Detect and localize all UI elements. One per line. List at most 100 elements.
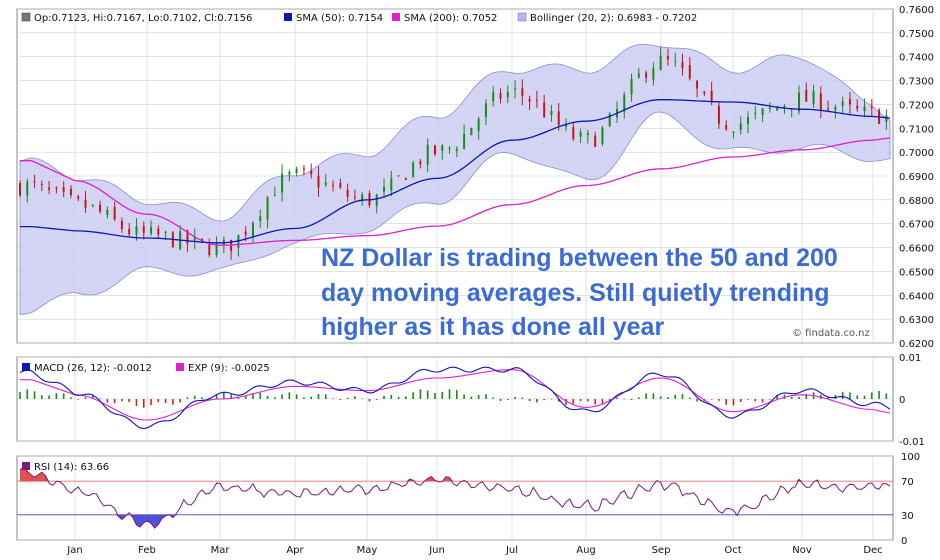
macd-histogram-bar [725,399,727,405]
macd-histogram-bar [557,399,560,402]
macd-histogram-bar [463,394,465,399]
annotation-line-2: day moving averages. Still quietly trend… [321,279,829,307]
macd-histogram-bar [186,397,189,399]
macd-histogram-bar [426,390,429,399]
macd-histogram-bar [33,391,36,399]
macd-histogram-bar [601,399,604,405]
candle-body [69,188,72,196]
macd-histogram-bar [405,396,407,399]
candle-body [674,61,677,63]
candle-body [543,102,546,118]
candle-body [579,131,582,137]
macd-histogram-bar [769,399,771,400]
macd-histogram-bar [375,399,378,400]
candle-body [135,226,138,235]
month-tick-label: May [357,545,378,556]
macd-histogram-bar [608,399,611,401]
candle-body [725,124,728,129]
month-tick-label: Sep [652,545,671,556]
macd-histogram-bar [681,394,684,399]
annotation-line-3: higher as it has done all year [321,313,664,341]
candle-body [404,178,407,180]
macd-histogram-bar [135,399,138,406]
macd-histogram-bar [92,395,94,399]
candle-body [797,92,800,112]
price-tick-label: 0.7100 [899,124,934,135]
macd-histogram-bar [841,391,844,399]
candle-body [84,199,87,208]
candle-body [412,162,415,177]
macd-histogram-bar [113,399,116,404]
macd-histogram-bar [492,397,495,399]
legend-swatch-sma50 [284,13,292,21]
candle-body [666,56,669,60]
candle-body [608,113,611,127]
candle-body [477,118,480,131]
price-tick-label: 0.6500 [899,267,934,278]
macd-histogram-bar [536,399,538,403]
month-tick-label: Feb [138,545,156,556]
candle-body [834,106,837,111]
macd-histogram-bar [652,393,655,399]
candle-body [499,93,502,99]
macd-histogram-bar [77,399,80,400]
candle-body [550,110,553,115]
macd-histogram-bar [106,399,109,403]
macd-histogram-bar [164,399,167,404]
candle-body [353,196,356,198]
macd-histogram-bar [142,399,145,408]
candle-body [55,187,58,189]
macd-tick-label: 0 [899,395,905,406]
candle-body [484,103,487,117]
macd-histogram-bar [274,397,276,399]
candle-body [630,79,633,95]
price-legend: Op:0.7123, Hi:0.7167, Lo:0.7102, Cl:0.71… [21,12,697,24]
macd-histogram-bar [856,395,859,399]
macd-histogram-bar [70,397,72,399]
macd-histogram-bar [223,392,225,399]
candle-body [506,91,509,98]
macd-histogram-bar [179,399,181,403]
candle-body [732,132,735,134]
candle-body [426,144,429,165]
candle-body [455,148,458,151]
macd-plot [19,366,891,430]
macd-histogram-bar [528,399,531,402]
candle-body [390,178,393,191]
candle-body [739,123,742,130]
macd-histogram-bar [885,393,888,399]
candle-body [601,127,604,145]
sma200-line [20,137,891,246]
candle-body [288,171,291,175]
candle-body [870,106,873,108]
candle-body [433,145,436,155]
candle-body [113,206,116,220]
macd-histogram-bar [499,399,502,401]
price-tick-label: 0.6800 [899,196,934,207]
macd-histogram-bar [244,396,247,399]
macd-histogram-bar [332,398,334,399]
macd-histogram-bar [201,397,203,399]
macd-histogram-bar [659,396,662,399]
candle-body [361,194,364,201]
candle-body [106,209,109,216]
macd-histogram-bar [441,391,444,399]
macd-histogram-bar [230,394,232,399]
macd-histogram-bar [361,398,363,400]
macd-grid [17,356,893,442]
macd-histogram-bar [630,399,633,401]
candle-body [40,184,43,186]
macd-tick-label: 0.01 [899,353,921,364]
rsi-tick-label: 100 [901,452,920,463]
month-tick-label: Apr [286,545,304,556]
candle-body [215,242,218,256]
macd-histogram-bar [19,391,21,399]
candle-body [623,94,626,112]
candle-body [688,65,691,79]
macd-y-axis: 0.01 0 -0.01 [899,353,925,448]
macd-histogram-bar [237,397,240,399]
macd-histogram-bar [688,397,691,399]
candle-body [150,227,153,234]
macd-histogram-bar [193,395,196,399]
macd-histogram-bar [506,399,509,401]
